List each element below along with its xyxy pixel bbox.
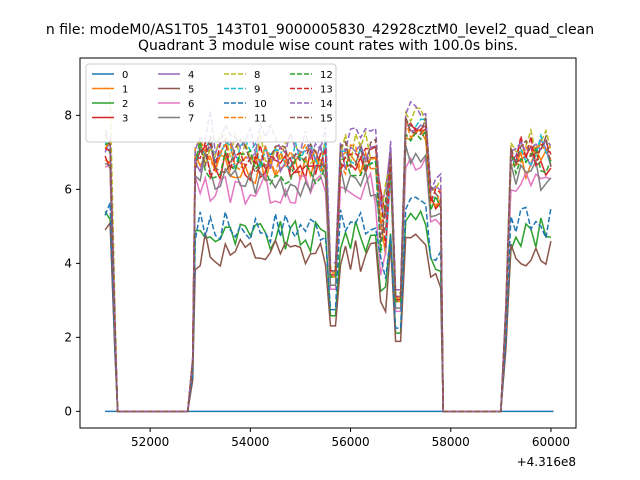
legend-label: 2 xyxy=(122,99,128,110)
legend-label: 10 xyxy=(254,99,267,110)
legend-label: 4 xyxy=(188,70,194,81)
legend-label: 3 xyxy=(122,114,128,125)
y-tick-label: 2 xyxy=(64,330,72,344)
x-tick-label: 56000 xyxy=(331,435,369,449)
y-tick-label: 4 xyxy=(64,256,72,270)
legend-label: 8 xyxy=(254,70,260,81)
legend-label: 6 xyxy=(188,99,194,110)
y-tick-label: 8 xyxy=(64,108,72,122)
x-axis-offset-label: +4.316e8 xyxy=(517,455,576,469)
y-tick-label: 0 xyxy=(64,404,72,418)
x-tick-label: 60000 xyxy=(532,435,570,449)
x-tick-label: 58000 xyxy=(432,435,470,449)
legend-label: 14 xyxy=(320,99,333,110)
series-line-15 xyxy=(104,116,552,413)
legend-label: 1 xyxy=(122,85,128,96)
chart-suptitle: n file: modeM0/AS1T05_143T01_9000005830_… xyxy=(46,22,594,38)
x-axis: 52000 54000 56000 58000 60000 xyxy=(131,428,570,449)
series-line-14 xyxy=(104,100,552,413)
legend-box xyxy=(85,63,337,143)
plot-area xyxy=(79,57,577,429)
series-layer xyxy=(104,85,554,413)
legend-label: 12 xyxy=(320,70,333,81)
legend-label: 11 xyxy=(254,114,267,125)
legend-label: 5 xyxy=(188,85,194,96)
y-tick-label: 6 xyxy=(64,182,72,196)
chart-title: Quadrant 3 module wise count rates with … xyxy=(138,38,518,54)
legend-label: 15 xyxy=(320,114,333,125)
y-axis: 0 2 4 6 8 xyxy=(64,108,80,418)
legend-label: 9 xyxy=(254,85,260,96)
legend-label: 13 xyxy=(320,85,333,96)
x-tick-label: 54000 xyxy=(231,435,269,449)
legend-label: 7 xyxy=(188,114,194,125)
x-tick-label: 52000 xyxy=(131,435,169,449)
legend-label: 0 xyxy=(122,70,128,81)
